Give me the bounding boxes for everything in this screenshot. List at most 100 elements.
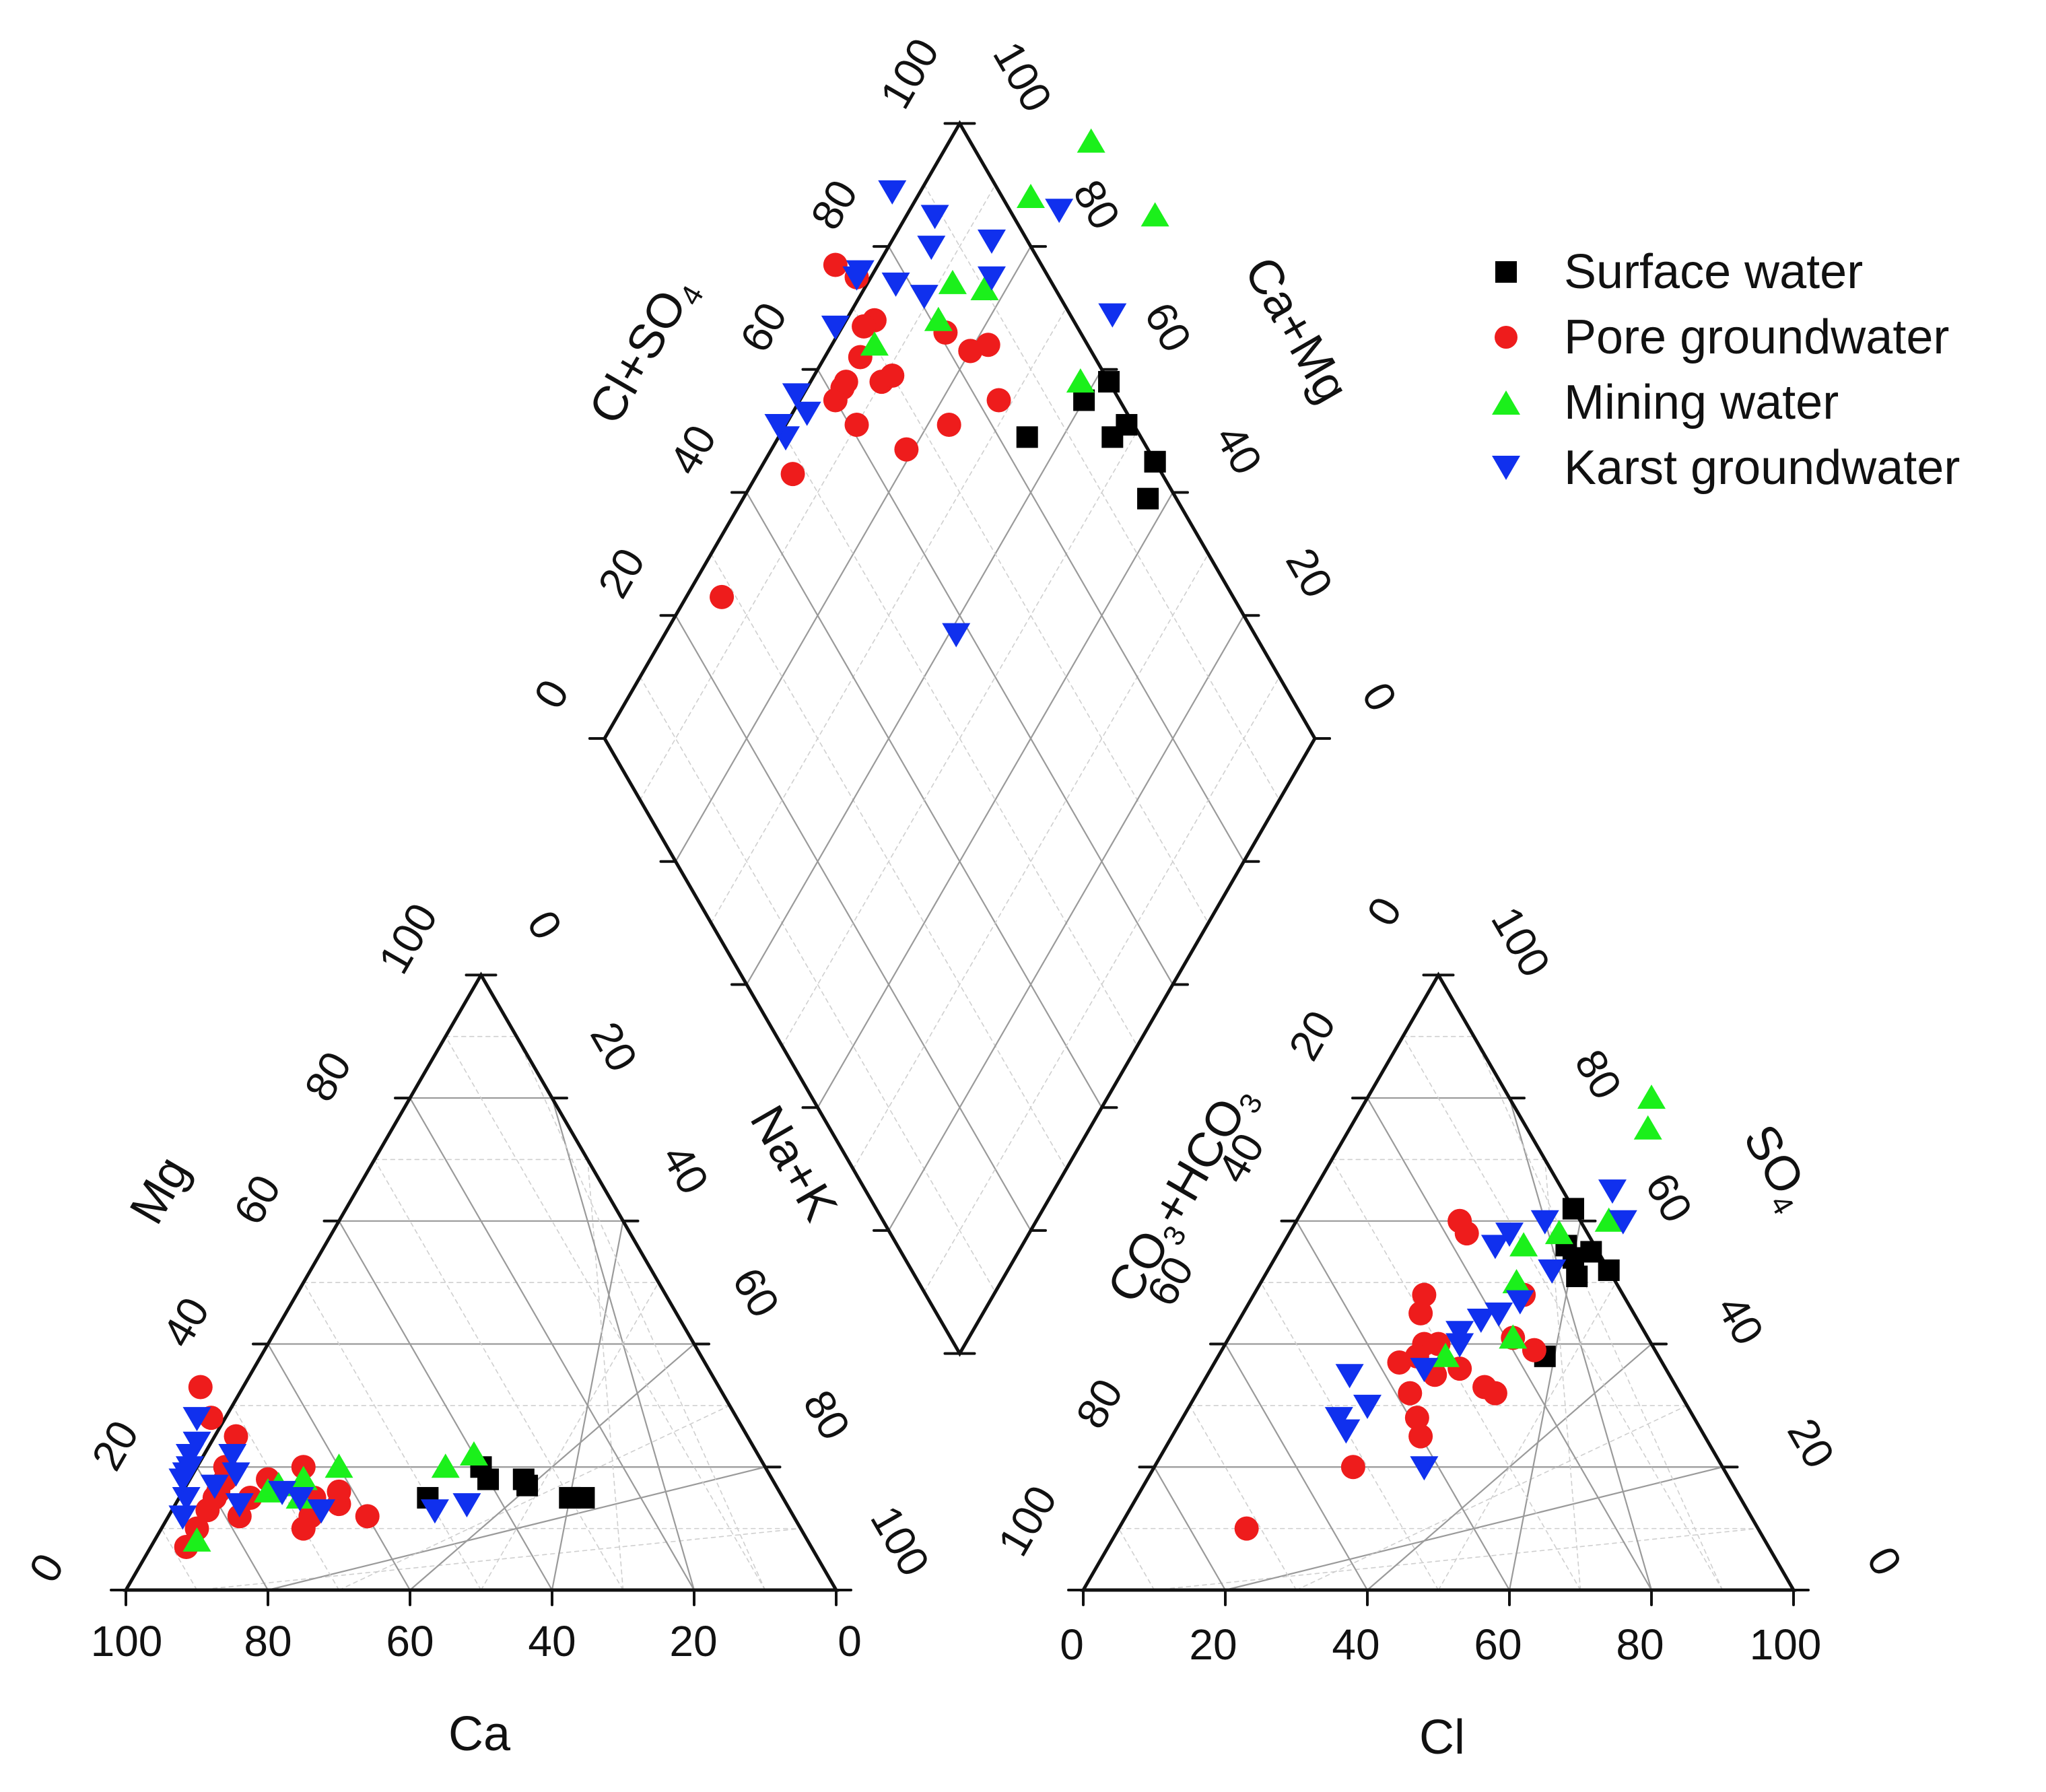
axis-title-nak: Na+K: [740, 1097, 848, 1230]
tick-label-ca: 0: [838, 1617, 862, 1665]
tick-label-mg: 60: [224, 1167, 290, 1233]
tick-label-clso4: 0: [524, 672, 578, 717]
karst-point-anion: [1538, 1259, 1567, 1284]
pore-point-diamond: [894, 437, 919, 462]
tick-label-co3hco3: 80: [1066, 1371, 1132, 1437]
karst-point-diamond: [1098, 303, 1127, 328]
axis-title-mg: Mg: [120, 1148, 200, 1233]
mining-point-diamond: [1017, 183, 1045, 208]
pore-point-diamond: [880, 363, 905, 388]
karst-point-cation: [452, 1493, 481, 1518]
karst-point-diamond: [821, 315, 850, 340]
diamond-gridline: [887, 615, 1245, 1232]
pore-point-anion: [1404, 1406, 1429, 1431]
pore-point-anion: [1412, 1282, 1437, 1307]
surface-point-anion: [1598, 1259, 1620, 1281]
legend-label-karst: Karst groundwater: [1564, 440, 1960, 495]
tick-label-nak: 100: [861, 1498, 939, 1584]
diamond-gridline: [817, 368, 1174, 986]
surface-point-diamond: [1137, 487, 1159, 510]
tick-label-clso4: 80: [801, 172, 867, 238]
legend-label-pore: Pore groundwater: [1564, 310, 1950, 364]
mining-point-diamond: [924, 306, 953, 331]
karst-point-diamond: [977, 229, 1006, 254]
tick-label-so4: 100: [1482, 899, 1560, 985]
pore-point-anion: [1340, 1455, 1365, 1480]
karst-point-cation: [182, 1407, 211, 1432]
tick-layer: [110, 122, 1810, 1606]
karst-point-anion: [1353, 1394, 1382, 1419]
pore-point-cation: [327, 1479, 351, 1504]
legend-marker-triangle-down: [1492, 455, 1520, 480]
mining-point-anion: [1594, 1207, 1623, 1232]
karst-point-anion: [1445, 1321, 1474, 1346]
anion-gridline: [1331, 1159, 1581, 1591]
tick-label-ca: 100: [91, 1617, 163, 1665]
pore-point-diamond: [823, 252, 848, 277]
karst-point-cation: [200, 1474, 229, 1499]
legend: Surface water Pore groundwater Mining wa…: [1485, 239, 1960, 500]
tick-label-cl: 80: [1616, 1620, 1664, 1669]
karst-point-anion: [1335, 1364, 1364, 1389]
axis-title-clso4: Cl+SO4: [579, 267, 710, 436]
tick-label-nak: 60: [723, 1260, 789, 1325]
tick-label-cl: 0: [1060, 1620, 1084, 1669]
sample-points: [168, 128, 1666, 1560]
anion-gridline: [1224, 1343, 1369, 1591]
karst-point-diamond: [764, 414, 793, 439]
pore-point-cation: [224, 1424, 248, 1449]
axis-title-so4: SO4: [1728, 1115, 1822, 1220]
mining-point-anion: [1633, 1115, 1662, 1140]
diamond-gridline: [852, 553, 1209, 1170]
legend-marker-triangle-up-shape: [1492, 390, 1520, 415]
anion-gridline: [1153, 1466, 1227, 1591]
karst-point-anion: [1410, 1358, 1439, 1383]
tick-label-co3hco3: 20: [1279, 1002, 1345, 1068]
tick-label-ca: 40: [528, 1617, 576, 1665]
legend-marker-triangle-up: [1492, 390, 1520, 415]
anion-triangle-frame: [1080, 971, 1797, 1592]
mining-point-cation: [182, 1527, 211, 1552]
mining-point-cation: [325, 1453, 353, 1478]
axis-title-cl: Cl: [1419, 1711, 1465, 1764]
tick-label-nak: 80: [794, 1382, 860, 1448]
cation-gridline: [586, 1159, 624, 1591]
karst-point-anion: [1530, 1210, 1559, 1235]
karst-point-anion: [1466, 1308, 1495, 1333]
legend-marker-circle-shape: [1495, 325, 1518, 349]
mining-point-diamond: [938, 269, 967, 294]
surface-point-diamond: [1073, 389, 1095, 411]
karst-point-cation: [420, 1499, 449, 1524]
karst-point-cation: [168, 1505, 197, 1530]
surface-point-anion: [1562, 1198, 1584, 1220]
surface-point-anion: [1566, 1266, 1588, 1288]
cation-gridline: [409, 1097, 695, 1591]
pore-point-diamond: [710, 584, 735, 609]
karst-point-cation: [172, 1486, 201, 1511]
mining-point-anion: [1509, 1232, 1538, 1257]
pore-point-anion: [1454, 1221, 1479, 1246]
cation-gridline: [374, 1159, 624, 1591]
pore-point-anion: [1408, 1424, 1433, 1449]
mining-point-diamond: [1077, 128, 1105, 153]
pore-point-diamond: [936, 413, 961, 438]
pore-point-cation: [355, 1504, 380, 1529]
legend-item-mining: Mining water: [1485, 370, 1960, 435]
tick-label-co3hco3: 0: [1357, 889, 1411, 934]
mining-point-diamond: [1066, 368, 1095, 393]
pore-point-anion: [1522, 1338, 1546, 1363]
diamond-gridline: [817, 491, 1174, 1109]
diamond-gridline: [923, 184, 1281, 801]
surface-point-diamond: [1098, 371, 1120, 393]
legend-item-surface: Surface water: [1485, 239, 1960, 304]
pore-point-anion: [1408, 1301, 1433, 1325]
karst-point-diamond: [920, 205, 949, 230]
tick-label-camg: 40: [1206, 417, 1272, 483]
legend-label-surface: Surface water: [1564, 244, 1864, 299]
anion-gridline: [1402, 1035, 1724, 1591]
tick-label-ca: 80: [244, 1617, 292, 1665]
legend-item-karst: Karst groundwater: [1485, 435, 1960, 500]
tick-label-mg: 0: [20, 1546, 73, 1591]
anion-gridline: [1295, 1220, 1511, 1591]
karst-point-cation: [268, 1480, 297, 1505]
